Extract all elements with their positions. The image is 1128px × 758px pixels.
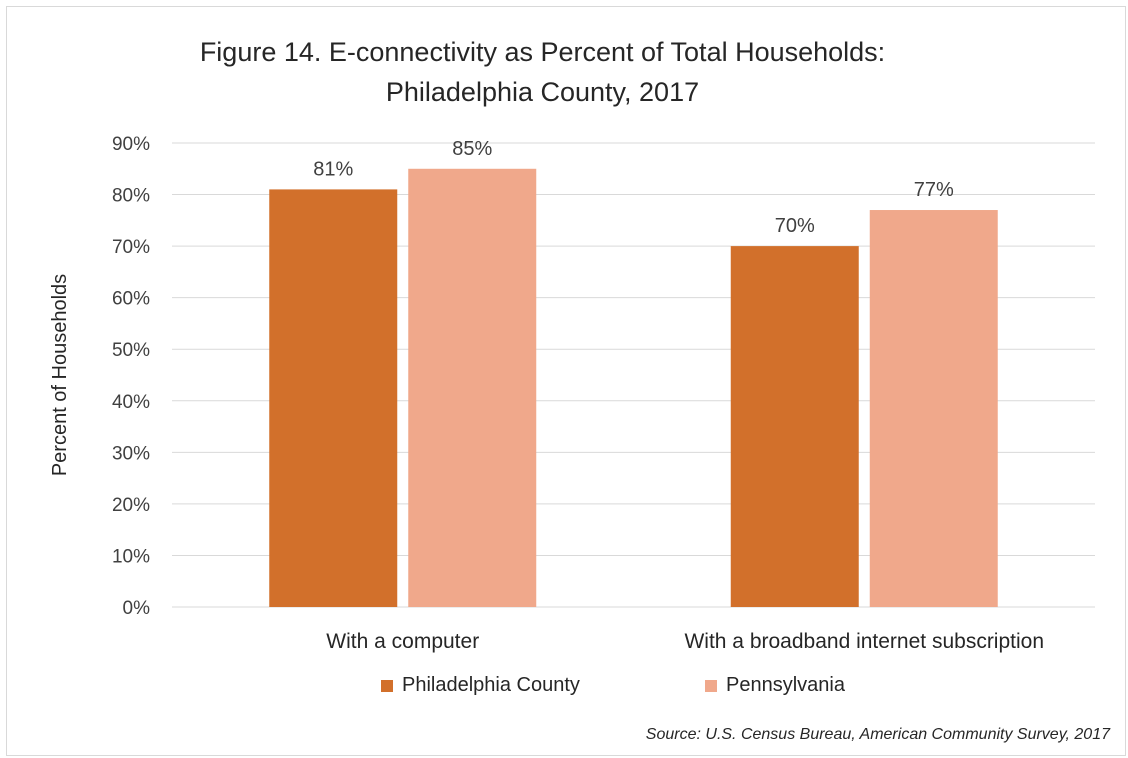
y-tick-label: 70% <box>112 237 150 258</box>
y-tick-label: 60% <box>112 289 150 310</box>
y-tick-label: 80% <box>112 186 150 207</box>
legend-swatch-pennsylvania <box>705 679 717 692</box>
y-tick-label: 50% <box>112 340 150 361</box>
bar <box>269 189 398 607</box>
y-tick-label: 40% <box>112 392 150 413</box>
x-tick-label: With a computer <box>326 630 479 653</box>
x-tick-label: With a broadband internet subscription <box>684 630 1044 653</box>
legend-swatch-philadelphia <box>381 679 393 692</box>
legend: Philadelphia County Pennsylvania <box>0 674 1128 704</box>
chart-subtitle: Philadelphia County, 2017 <box>385 77 700 107</box>
source-note: Source: U.S. Census Bureau, American Com… <box>645 726 1110 743</box>
y-axis-label: Percent of Households <box>49 274 71 476</box>
legend-item-pennsylvania: Pennsylvania <box>705 674 845 697</box>
legend-item-philadelphia: Philadelphia County <box>381 674 580 697</box>
bar <box>730 246 859 607</box>
y-tick-label: 10% <box>112 546 150 567</box>
y-tick-label: 0% <box>123 598 151 619</box>
chart-title: Figure 14. E-connectivity as Percent of … <box>199 37 886 67</box>
data-label: 81% <box>313 158 353 180</box>
y-tick-label: 30% <box>112 443 150 464</box>
legend-label-pennsylvania: Pennsylvania <box>726 674 845 696</box>
data-label: 70% <box>775 215 815 237</box>
bar <box>408 168 537 607</box>
legend-label-philadelphia: Philadelphia County <box>402 674 580 696</box>
data-label: 77% <box>914 179 954 201</box>
y-tick-label: 20% <box>112 495 150 516</box>
chart-frame <box>6 6 1126 756</box>
data-label: 85% <box>452 138 492 160</box>
y-tick-label: 90% <box>112 134 150 155</box>
chart-title-block: Figure 14. E-connectivity as Percent of … <box>0 32 1085 112</box>
bar <box>869 210 998 607</box>
